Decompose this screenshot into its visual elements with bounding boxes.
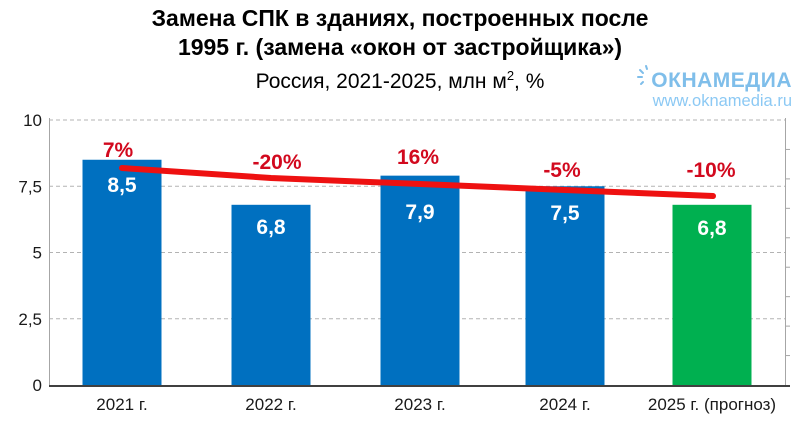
bar-value-label: 7,5 [550, 202, 580, 225]
x-axis-category-label: 2024 г. [539, 395, 590, 414]
bar-value-label: 6,8 [256, 216, 286, 239]
percent-change-label: 16% [397, 146, 439, 169]
y-axis-tick-label: 10 [23, 111, 42, 130]
chart-title-line1: Замена СПК в зданиях, построенных после [151, 5, 649, 31]
bar-value-label: 8,5 [107, 174, 137, 197]
subtitle-superscript: 2 [506, 68, 515, 83]
percent-change-label: -5% [543, 159, 581, 182]
bar-value-label: 6,8 [697, 217, 727, 240]
percent-change-label: -20% [252, 151, 301, 174]
bar-2024 [525, 186, 605, 385]
x-axis-category-label: 2021 г. [96, 395, 147, 414]
percent-change-label: -10% [686, 159, 735, 182]
logo-url[interactable]: www.oknamedia.ru [652, 92, 792, 110]
logo-text: ОКНАМЕДИА [651, 69, 792, 92]
chart-header: Замена СПК в зданиях, построенных после … [0, 4, 800, 96]
subtitle-suffix: , % [514, 70, 545, 93]
x-axis-category-label: 2025 г. (прогноз) [648, 395, 776, 414]
subtitle-prefix: Россия, 2021-2025, млн м [255, 70, 507, 93]
y-axis-tick-label: 7,5 [18, 177, 42, 196]
bar-value-label: 7,9 [405, 201, 434, 224]
y-axis-tick-label: 5 [33, 244, 42, 263]
bar-2025 [672, 204, 752, 385]
percent-change-label: 7% [103, 139, 134, 162]
bar-2023 [380, 175, 460, 385]
trend-line [119, 165, 716, 199]
chart-title-line2: 1995 г. (замена «окон от застройщика») [177, 34, 623, 60]
sun-rays-icon [637, 65, 649, 85]
x-axis-category-label: 2023 г. [394, 395, 445, 414]
logo-name: ОКНАМЕДИА [637, 65, 792, 92]
bar-2022 [231, 204, 311, 385]
chart-subtitle: Россия, 2021-2025, млн м2, % [0, 62, 800, 96]
oknamedia-logo: ОКНАМЕДИА www.oknamedia.ru [637, 65, 792, 110]
y-axis-tick-label: 0 [33, 376, 42, 395]
x-axis-category-label: 2022 г. [245, 395, 296, 414]
y-axis-tick-label: 2,5 [18, 310, 42, 329]
bar-2021 [82, 159, 162, 385]
